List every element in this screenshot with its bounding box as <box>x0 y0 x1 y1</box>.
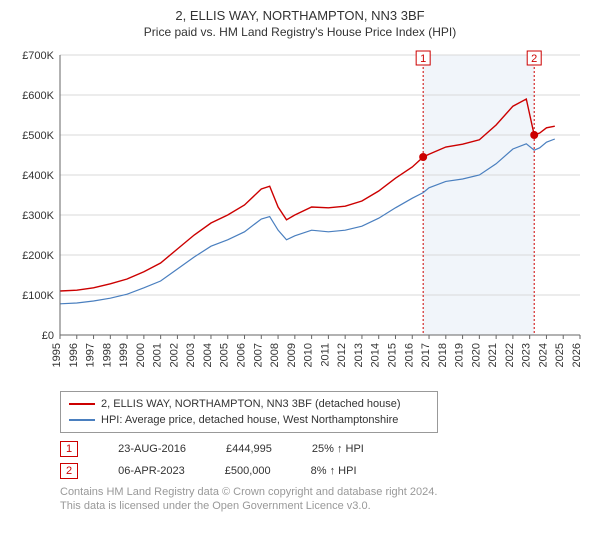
svg-text:2006: 2006 <box>236 343 248 367</box>
legend-item: HPI: Average price, detached house, West… <box>69 412 429 428</box>
legend-swatch <box>69 403 95 405</box>
svg-text:2019: 2019 <box>454 343 466 367</box>
svg-text:2005: 2005 <box>219 343 231 367</box>
svg-text:2021: 2021 <box>487 343 499 367</box>
svg-text:2014: 2014 <box>370 343 382 367</box>
svg-text:2007: 2007 <box>252 343 264 367</box>
svg-text:2015: 2015 <box>386 343 398 367</box>
svg-text:£100K: £100K <box>22 290 54 302</box>
svg-text:1998: 1998 <box>101 343 113 367</box>
sale-delta: 8% ↑ HPI <box>311 465 357 477</box>
svg-text:2013: 2013 <box>353 343 365 367</box>
line-chart-svg: £0 £100K £200K £300K £400K £500K £600K £700K 199… <box>12 45 588 385</box>
svg-text:£500K: £500K <box>22 130 54 142</box>
svg-text:2011: 2011 <box>319 343 331 367</box>
svg-text:2004: 2004 <box>202 343 214 367</box>
attribution-line: Contains HM Land Registry data © Crown c… <box>60 485 588 499</box>
sale-delta: 25% ↑ HPI <box>312 443 364 455</box>
svg-text:1999: 1999 <box>118 343 130 367</box>
legend-label: HPI: Average price, detached house, West… <box>101 412 398 428</box>
svg-text:2025: 2025 <box>554 343 566 367</box>
svg-text:2017: 2017 <box>420 343 432 367</box>
chart-area: £0 £100K £200K £300K £400K £500K £600K £700K 199… <box>12 45 588 385</box>
chart-subtitle: Price paid vs. HM Land Registry's House … <box>12 25 588 39</box>
legend-label: 2, ELLIS WAY, NORTHAMPTON, NN3 3BF (deta… <box>101 396 401 412</box>
svg-text:2020: 2020 <box>470 343 482 367</box>
sale-price: £444,995 <box>226 443 272 455</box>
svg-text:2024: 2024 <box>537 343 549 367</box>
svg-text:2000: 2000 <box>135 343 147 367</box>
svg-text:2026: 2026 <box>571 343 583 367</box>
svg-text:2023: 2023 <box>521 343 533 367</box>
legend-swatch <box>69 419 95 421</box>
svg-text:1995: 1995 <box>51 343 63 367</box>
chart-container: 2, ELLIS WAY, NORTHAMPTON, NN3 3BF Price… <box>0 0 600 560</box>
svg-text:£200K: £200K <box>22 250 54 262</box>
svg-text:1997: 1997 <box>85 343 97 367</box>
attribution-text: Contains HM Land Registry data © Crown c… <box>60 485 588 513</box>
svg-text:2012: 2012 <box>336 343 348 367</box>
svg-text:2002: 2002 <box>168 343 180 367</box>
svg-text:1996: 1996 <box>68 343 80 367</box>
svg-text:2008: 2008 <box>269 343 281 367</box>
svg-text:2: 2 <box>531 53 537 65</box>
svg-text:2001: 2001 <box>152 343 164 367</box>
svg-text:£0: £0 <box>42 330 54 342</box>
legend: 2, ELLIS WAY, NORTHAMPTON, NN3 3BF (deta… <box>60 391 438 433</box>
sale-price: £500,000 <box>225 465 271 477</box>
svg-text:1: 1 <box>420 53 426 65</box>
svg-text:£600K: £600K <box>22 90 54 102</box>
sale-date: 23-AUG-2016 <box>118 443 186 455</box>
svg-text:£300K: £300K <box>22 210 54 222</box>
svg-text:2010: 2010 <box>303 343 315 367</box>
sale-record: 1 23-AUG-2016 £444,995 25% ↑ HPI <box>60 441 588 457</box>
svg-text:2003: 2003 <box>185 343 197 367</box>
attribution-line: This data is licensed under the Open Gov… <box>60 499 588 513</box>
svg-text:£700K: £700K <box>22 50 54 62</box>
chart-title: 2, ELLIS WAY, NORTHAMPTON, NN3 3BF <box>12 8 588 23</box>
svg-text:2018: 2018 <box>437 343 449 367</box>
legend-item: 2, ELLIS WAY, NORTHAMPTON, NN3 3BF (deta… <box>69 396 429 412</box>
svg-text:2009: 2009 <box>286 343 298 367</box>
sale-record: 2 06-APR-2023 £500,000 8% ↑ HPI <box>60 463 588 479</box>
sale-marker-icon: 1 <box>60 441 78 457</box>
sale-marker-icon: 2 <box>60 463 78 479</box>
svg-text:2016: 2016 <box>403 343 415 367</box>
sale-date: 06-APR-2023 <box>118 465 185 477</box>
svg-text:2022: 2022 <box>504 343 516 367</box>
svg-text:£400K: £400K <box>22 170 54 182</box>
